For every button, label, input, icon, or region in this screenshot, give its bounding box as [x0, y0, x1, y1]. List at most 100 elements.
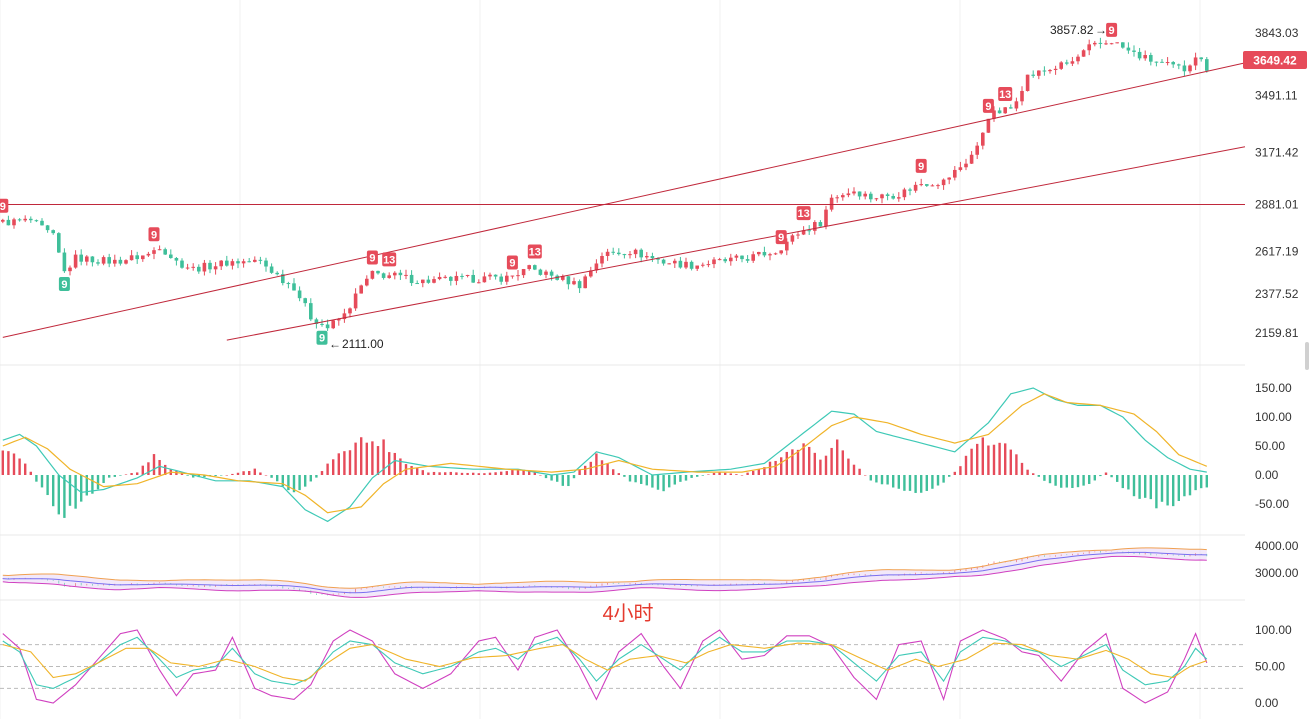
td-label-text: 13	[529, 247, 541, 259]
bollinger-mid-line	[2, 551, 1207, 594]
macd-histogram-bar	[567, 475, 570, 487]
candle-body	[107, 257, 111, 264]
td-label-text: 9	[369, 253, 375, 265]
candle-body	[566, 276, 571, 285]
macd-histogram-bar	[785, 451, 788, 475]
candle-body	[969, 154, 974, 164]
macd-histogram-bar	[382, 439, 385, 475]
macd-histogram-bar	[1020, 462, 1024, 475]
td-label-1: 9	[58, 276, 70, 291]
macd-histogram-bar	[1138, 475, 1141, 499]
macd-histogram-bar	[326, 463, 329, 475]
macd-histogram-bar	[1188, 475, 1192, 496]
candle-body	[460, 275, 464, 277]
macd-histogram-bar	[63, 475, 66, 518]
candle-body	[628, 254, 632, 256]
macd-histogram-bar	[511, 469, 514, 475]
candle-body	[902, 189, 907, 198]
low-annotation-arrow-icon: ←	[329, 337, 341, 351]
candle-body	[1031, 74, 1035, 76]
macd-histogram-bar	[124, 474, 128, 475]
macd-histogram-bar	[953, 471, 956, 475]
candle-body	[824, 209, 828, 227]
macd-histogram-bar	[1205, 475, 1208, 488]
candle-body	[863, 193, 867, 197]
macd-histogram-bar	[1054, 475, 1057, 486]
macd-histogram-bar	[416, 468, 419, 475]
kdj-d-line	[2, 642, 1207, 682]
macd-histogram-bar	[522, 469, 525, 475]
candle-body	[303, 298, 307, 304]
macd-histogram-bar	[74, 475, 77, 509]
macd-histogram-bar	[696, 475, 699, 477]
macd-histogram-bar	[791, 449, 794, 475]
macd-histogram-bar	[600, 460, 604, 475]
macd-histogram-bar	[1183, 475, 1186, 497]
td-label-bg	[775, 230, 787, 245]
macd-histogram-bar	[1194, 475, 1197, 491]
price-tick-label-2: 3171.42	[1255, 146, 1299, 160]
candle-body	[745, 259, 750, 261]
macd-histogram-bar	[768, 461, 772, 475]
candle-body	[790, 235, 795, 242]
price-tick-label-1: 3491.11	[1255, 89, 1298, 103]
macd-histogram-bar	[130, 473, 133, 475]
price-tick-label-5: 2377.52	[1255, 287, 1299, 301]
macd-histogram-bar	[259, 472, 262, 475]
macd-histogram-bar	[572, 475, 576, 479]
td-label-bg	[506, 255, 518, 270]
macd-histogram-bar	[679, 475, 682, 482]
macd-histogram-bar	[836, 439, 839, 475]
macd-histogram-bar	[1144, 475, 1147, 498]
candle-body	[947, 177, 951, 180]
macd-histogram-bar	[102, 475, 105, 484]
macd-histogram-bar	[281, 475, 284, 487]
macd-histogram-bar	[623, 475, 626, 477]
grid-lines	[0, 0, 1245, 719]
candle-body	[409, 274, 414, 284]
candle-body	[583, 276, 587, 289]
macd-histogram-bar	[40, 475, 44, 488]
candle-body	[925, 184, 929, 186]
candle-body	[880, 194, 884, 199]
macd-histogram-bar	[399, 458, 402, 475]
candle-body	[661, 259, 666, 264]
macd-histogram-bar	[24, 463, 27, 475]
candle-body	[549, 271, 554, 276]
macd-histogram-bar	[35, 475, 38, 482]
candle-body	[633, 249, 638, 255]
candle-body	[57, 233, 61, 253]
candle-body	[51, 230, 55, 234]
macd-histogram-bar	[830, 447, 833, 475]
macd-histogram-bar	[242, 471, 245, 475]
macd-histogram-bar	[477, 473, 480, 475]
macd-histogram-bar	[12, 453, 16, 475]
macd-histogram-bar	[847, 458, 850, 475]
macd-histogram-bar	[18, 458, 21, 475]
high-annotation: 3857.82 →	[1050, 23, 1107, 37]
macd-histogram-bar	[690, 475, 693, 478]
macd-histogram-bar	[248, 471, 251, 475]
candle-body	[762, 251, 767, 256]
td-label-bg	[915, 158, 927, 173]
candle-body	[986, 118, 991, 133]
macd-histogram-bar	[729, 473, 732, 475]
td-label-text: 9	[319, 333, 325, 345]
side-collapse-handle-icon[interactable]	[1305, 342, 1309, 370]
bollinger-tick-label-0: 4000.00	[1255, 539, 1299, 553]
candle-body	[1143, 55, 1147, 59]
candle-body	[292, 283, 296, 291]
candle-body	[135, 255, 139, 260]
kdj-tick-label-0: 100.00	[1255, 623, 1292, 637]
td-label-text: 9	[151, 229, 157, 241]
candle-body	[197, 266, 201, 272]
macd-histogram-bar	[640, 475, 643, 484]
macd-histogram-bar	[1177, 475, 1180, 502]
candle-body	[113, 259, 117, 264]
candle-body	[1115, 42, 1119, 44]
macd-histogram-bar	[141, 465, 144, 475]
td-label-8: 9	[775, 230, 787, 245]
candle-body	[611, 251, 615, 253]
candle-body	[801, 230, 806, 235]
candle-body	[499, 276, 503, 282]
